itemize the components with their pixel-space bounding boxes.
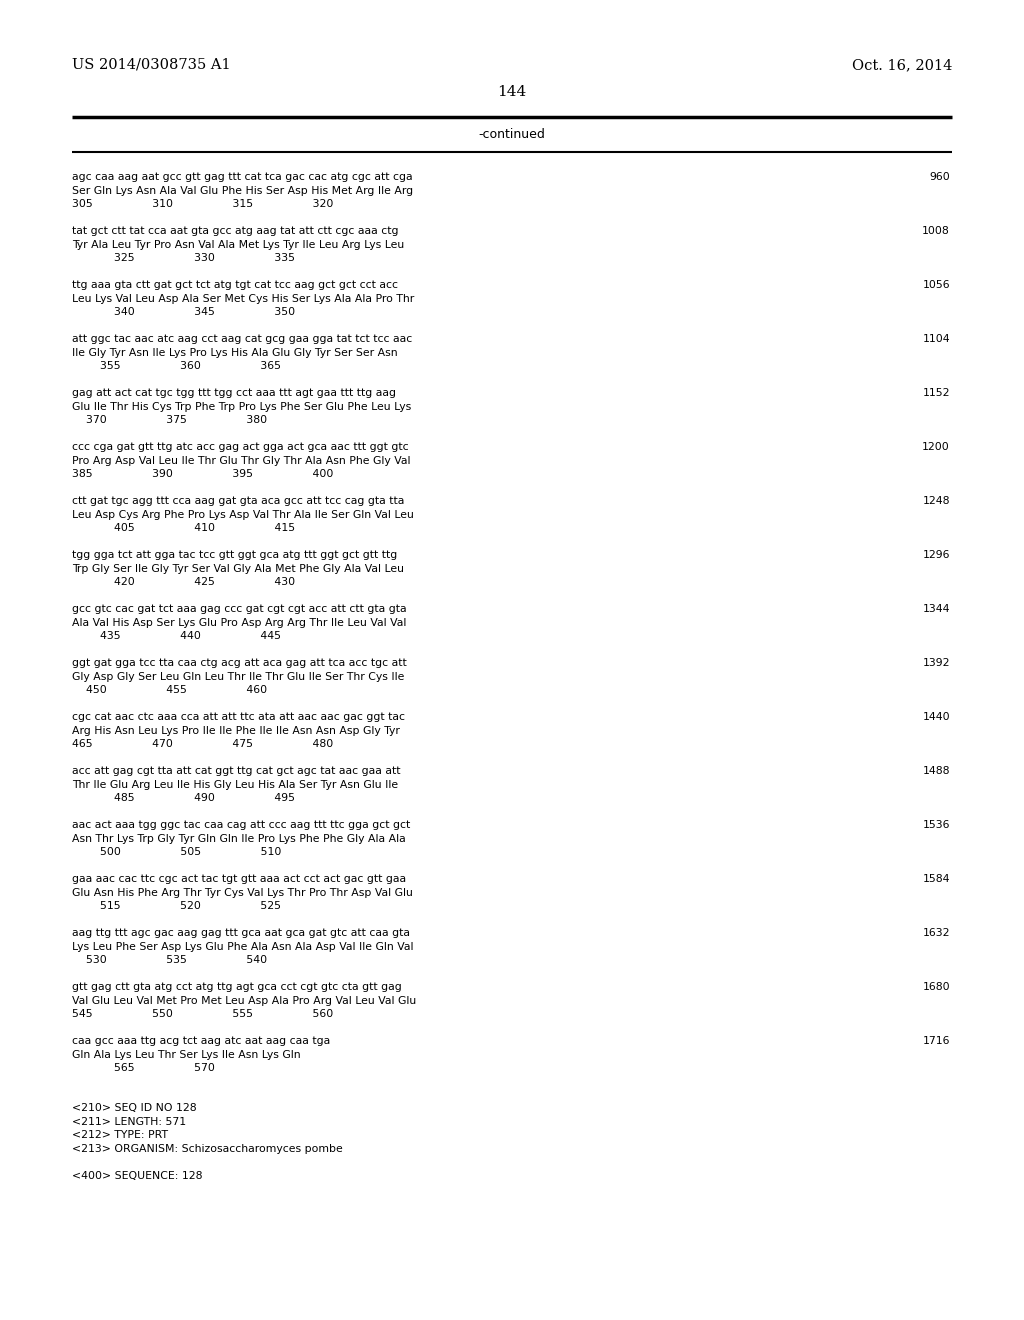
Text: 1632: 1632 — [923, 928, 950, 939]
Text: 1716: 1716 — [923, 1036, 950, 1045]
Text: Gly Asp Gly Ser Leu Gln Leu Thr Ile Thr Glu Ile Ser Thr Cys Ile: Gly Asp Gly Ser Leu Gln Leu Thr Ile Thr … — [72, 672, 404, 681]
Text: acc att gag cgt tta att cat ggt ttg cat gct agc tat aac gaa att: acc att gag cgt tta att cat ggt ttg cat … — [72, 766, 400, 776]
Text: Glu Ile Thr His Cys Trp Phe Trp Pro Lys Phe Ser Glu Phe Leu Lys: Glu Ile Thr His Cys Trp Phe Trp Pro Lys … — [72, 401, 412, 412]
Text: gaa aac cac ttc cgc act tac tgt gtt aaa act cct act gac gtt gaa: gaa aac cac ttc cgc act tac tgt gtt aaa … — [72, 874, 407, 884]
Text: Ser Gln Lys Asn Ala Val Glu Phe His Ser Asp His Met Arg Ile Arg: Ser Gln Lys Asn Ala Val Glu Phe His Ser … — [72, 186, 413, 195]
Text: Glu Asn His Phe Arg Thr Tyr Cys Val Lys Thr Pro Thr Asp Val Glu: Glu Asn His Phe Arg Thr Tyr Cys Val Lys … — [72, 887, 413, 898]
Text: Oct. 16, 2014: Oct. 16, 2014 — [852, 58, 952, 73]
Text: cgc cat aac ctc aaa cca att att ttc ata att aac aac gac ggt tac: cgc cat aac ctc aaa cca att att ttc ata … — [72, 711, 406, 722]
Text: Leu Lys Val Leu Asp Ala Ser Met Cys His Ser Lys Ala Ala Pro Thr: Leu Lys Val Leu Asp Ala Ser Met Cys His … — [72, 293, 415, 304]
Text: 1056: 1056 — [923, 280, 950, 290]
Text: 565                 570: 565 570 — [72, 1063, 215, 1073]
Text: 355                 360                 365: 355 360 365 — [72, 360, 281, 371]
Text: 405                 410                 415: 405 410 415 — [72, 523, 295, 533]
Text: 1296: 1296 — [923, 550, 950, 560]
Text: Lys Leu Phe Ser Asp Lys Glu Phe Ala Asn Ala Asp Val Ile Gln Val: Lys Leu Phe Ser Asp Lys Glu Phe Ala Asn … — [72, 941, 414, 952]
Text: tgg gga tct att gga tac tcc gtt ggt gca atg ttt ggt gct gtt ttg: tgg gga tct att gga tac tcc gtt ggt gca … — [72, 550, 397, 560]
Text: agc caa aag aat gcc gtt gag ttt cat tca gac cac atg cgc att cga: agc caa aag aat gcc gtt gag ttt cat tca … — [72, 172, 413, 182]
Text: Thr Ile Glu Arg Leu Ile His Gly Leu His Ala Ser Tyr Asn Glu Ile: Thr Ile Glu Arg Leu Ile His Gly Leu His … — [72, 780, 398, 789]
Text: -continued: -continued — [478, 128, 546, 141]
Text: Arg His Asn Leu Lys Pro Ile Ile Phe Ile Ile Asn Asn Asp Gly Tyr: Arg His Asn Leu Lys Pro Ile Ile Phe Ile … — [72, 726, 400, 735]
Text: caa gcc aaa ttg acg tct aag atc aat aag caa tga: caa gcc aaa ttg acg tct aag atc aat aag … — [72, 1036, 331, 1045]
Text: 1536: 1536 — [923, 820, 950, 830]
Text: ccc cga gat gtt ttg atc acc gag act gga act gca aac ttt ggt gtc: ccc cga gat gtt ttg atc acc gag act gga … — [72, 442, 409, 451]
Text: gag att act cat tgc tgg ttt tgg cct aaa ttt agt gaa ttt ttg aag: gag att act cat tgc tgg ttt tgg cct aaa … — [72, 388, 396, 399]
Text: 530                 535                 540: 530 535 540 — [72, 954, 267, 965]
Text: 1152: 1152 — [923, 388, 950, 399]
Text: 500                 505                 510: 500 505 510 — [72, 847, 282, 857]
Text: 385                 390                 395                 400: 385 390 395 400 — [72, 469, 334, 479]
Text: 1680: 1680 — [923, 982, 950, 993]
Text: 144: 144 — [498, 84, 526, 99]
Text: 370                 375                 380: 370 375 380 — [72, 414, 267, 425]
Text: <210> SEQ ID NO 128: <210> SEQ ID NO 128 — [72, 1104, 197, 1114]
Text: aag ttg ttt agc gac aag gag ttt gca aat gca gat gtc att caa gta: aag ttg ttt agc gac aag gag ttt gca aat … — [72, 928, 410, 939]
Text: 420                 425                 430: 420 425 430 — [72, 577, 295, 587]
Text: 465                 470                 475                 480: 465 470 475 480 — [72, 739, 333, 748]
Text: gcc gtc cac gat tct aaa gag ccc gat cgt cgt acc att ctt gta gta: gcc gtc cac gat tct aaa gag ccc gat cgt … — [72, 605, 407, 614]
Text: Ala Val His Asp Ser Lys Glu Pro Asp Arg Arg Thr Ile Leu Val Val: Ala Val His Asp Ser Lys Glu Pro Asp Arg … — [72, 618, 407, 627]
Text: 1344: 1344 — [923, 605, 950, 614]
Text: att ggc tac aac atc aag cct aag cat gcg gaa gga tat tct tcc aac: att ggc tac aac atc aag cct aag cat gcg … — [72, 334, 413, 345]
Text: Asn Thr Lys Trp Gly Tyr Gln Gln Ile Pro Lys Phe Phe Gly Ala Ala: Asn Thr Lys Trp Gly Tyr Gln Gln Ile Pro … — [72, 833, 406, 843]
Text: <212> TYPE: PRT: <212> TYPE: PRT — [72, 1130, 168, 1140]
Text: 1488: 1488 — [923, 766, 950, 776]
Text: 340                 345                 350: 340 345 350 — [72, 308, 295, 317]
Text: 1200: 1200 — [923, 442, 950, 451]
Text: tat gct ctt tat cca aat gta gcc atg aag tat att ctt cgc aaa ctg: tat gct ctt tat cca aat gta gcc atg aag … — [72, 226, 398, 236]
Text: 450                 455                 460: 450 455 460 — [72, 685, 267, 696]
Text: ttg aaa gta ctt gat gct tct atg tgt cat tcc aag gct gct cct acc: ttg aaa gta ctt gat gct tct atg tgt cat … — [72, 280, 398, 290]
Text: 515                 520                 525: 515 520 525 — [72, 902, 281, 911]
Text: <213> ORGANISM: Schizosaccharomyces pombe: <213> ORGANISM: Schizosaccharomyces pomb… — [72, 1144, 343, 1154]
Text: ggt gat gga tcc tta caa ctg acg att aca gag att tca acc tgc att: ggt gat gga tcc tta caa ctg acg att aca … — [72, 657, 407, 668]
Text: aac act aaa tgg ggc tac caa cag att ccc aag ttt ttc gga gct gct: aac act aaa tgg ggc tac caa cag att ccc … — [72, 820, 411, 830]
Text: Val Glu Leu Val Met Pro Met Leu Asp Ala Pro Arg Val Leu Val Glu: Val Glu Leu Val Met Pro Met Leu Asp Ala … — [72, 995, 416, 1006]
Text: 960: 960 — [929, 172, 950, 182]
Text: Pro Arg Asp Val Leu Ile Thr Glu Thr Gly Thr Ala Asn Phe Gly Val: Pro Arg Asp Val Leu Ile Thr Glu Thr Gly … — [72, 455, 411, 466]
Text: ctt gat tgc agg ttt cca aag gat gta aca gcc att tcc cag gta tta: ctt gat tgc agg ttt cca aag gat gta aca … — [72, 496, 404, 506]
Text: 1392: 1392 — [923, 657, 950, 668]
Text: <211> LENGTH: 571: <211> LENGTH: 571 — [72, 1117, 186, 1127]
Text: 545                 550                 555                 560: 545 550 555 560 — [72, 1008, 333, 1019]
Text: gtt gag ctt gta atg cct atg ttg agt gca cct cgt gtc cta gtt gag: gtt gag ctt gta atg cct atg ttg agt gca … — [72, 982, 401, 993]
Text: 1008: 1008 — [923, 226, 950, 236]
Text: Gln Ala Lys Leu Thr Ser Lys Ile Asn Lys Gln: Gln Ala Lys Leu Thr Ser Lys Ile Asn Lys … — [72, 1049, 301, 1060]
Text: 325                 330                 335: 325 330 335 — [72, 253, 295, 263]
Text: 1104: 1104 — [923, 334, 950, 345]
Text: Ile Gly Tyr Asn Ile Lys Pro Lys His Ala Glu Gly Tyr Ser Ser Asn: Ile Gly Tyr Asn Ile Lys Pro Lys His Ala … — [72, 347, 397, 358]
Text: Tyr Ala Leu Tyr Pro Asn Val Ala Met Lys Tyr Ile Leu Arg Lys Leu: Tyr Ala Leu Tyr Pro Asn Val Ala Met Lys … — [72, 239, 404, 249]
Text: 1248: 1248 — [923, 496, 950, 506]
Text: <400> SEQUENCE: 128: <400> SEQUENCE: 128 — [72, 1171, 203, 1181]
Text: 435                 440                 445: 435 440 445 — [72, 631, 281, 642]
Text: 305                 310                 315                 320: 305 310 315 320 — [72, 199, 334, 209]
Text: 1584: 1584 — [923, 874, 950, 884]
Text: Trp Gly Ser Ile Gly Tyr Ser Val Gly Ala Met Phe Gly Ala Val Leu: Trp Gly Ser Ile Gly Tyr Ser Val Gly Ala … — [72, 564, 404, 573]
Text: 1440: 1440 — [923, 711, 950, 722]
Text: Leu Asp Cys Arg Phe Pro Lys Asp Val Thr Ala Ile Ser Gln Val Leu: Leu Asp Cys Arg Phe Pro Lys Asp Val Thr … — [72, 510, 414, 520]
Text: US 2014/0308735 A1: US 2014/0308735 A1 — [72, 58, 230, 73]
Text: 485                 490                 495: 485 490 495 — [72, 793, 295, 803]
